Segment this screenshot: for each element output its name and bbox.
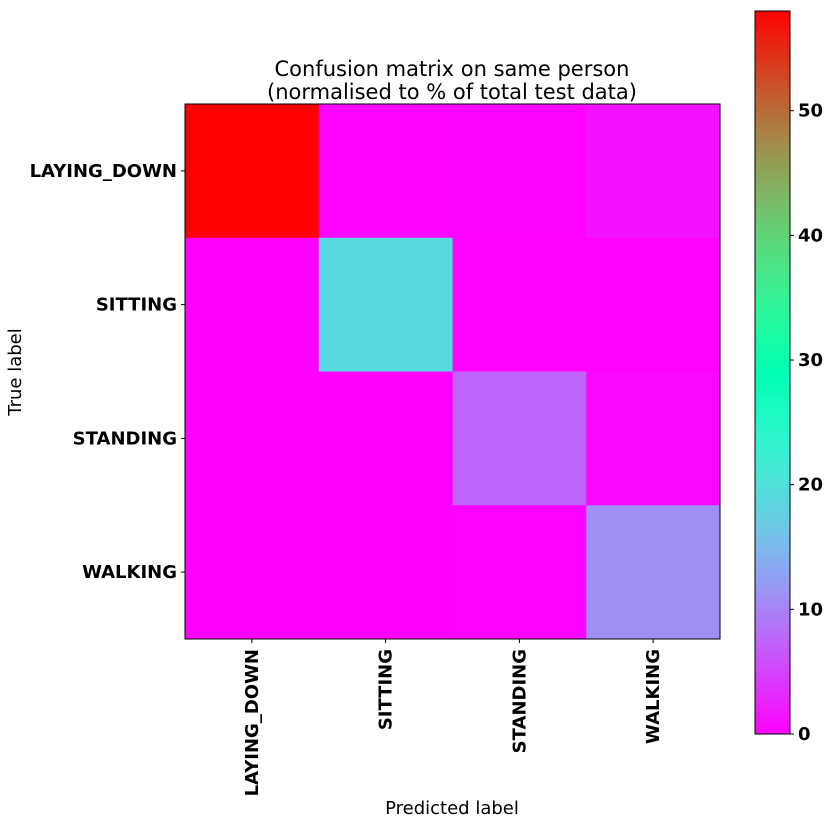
heatmap-cells [185, 104, 721, 640]
heatmap-cell [452, 505, 587, 640]
heatmap-cell [586, 371, 721, 506]
colorbar-tick-label: 40 [798, 225, 823, 246]
heatmap-cell [185, 104, 320, 239]
colorbar-tick-label: 30 [798, 350, 823, 371]
heatmap-cell [586, 237, 721, 372]
colorbar-tick-label: 20 [798, 475, 823, 496]
plot-frame [184, 103, 721, 640]
colorbar-tick-label: 50 [798, 101, 823, 122]
x-tick-labels: LAYING_DOWN SITTING STANDING WALKING [242, 639, 664, 796]
x-axis-label: Predicted label [385, 798, 519, 819]
heatmap-cell [452, 371, 587, 506]
x-tick-label: SITTING [376, 649, 397, 730]
x-tick-label: WALKING [643, 649, 664, 744]
x-tick-label: STANDING [509, 649, 530, 753]
colorbar-ticks: 0 10 20 30 40 50 [790, 101, 823, 745]
chart-title-line-2: (normalised to % of total test data) [267, 80, 637, 104]
y-tick-label: STANDING [73, 428, 177, 449]
y-tick-label: SITTING [96, 295, 177, 316]
heatmap-cell [318, 104, 453, 239]
heatmap-cell [185, 371, 320, 506]
colorbar-tick-label: 0 [798, 724, 811, 745]
heatmap-cell [452, 237, 587, 372]
heatmap-cell [185, 237, 320, 372]
heatmap-cell [318, 371, 453, 506]
heatmap-cell [452, 104, 587, 239]
heatmap-cell [318, 237, 453, 372]
x-tick-label: LAYING_DOWN [242, 649, 263, 796]
y-tick-label: LAYING_DOWN [30, 161, 177, 182]
y-tick-label: WALKING [82, 562, 177, 583]
y-axis-label: True label [5, 328, 26, 417]
y-tick-labels: LAYING_DOWN SITTING STANDING WALKING [30, 161, 185, 583]
colorbar [754, 10, 791, 735]
heatmap-cell [586, 505, 721, 640]
chart-title-line-1: Confusion matrix on same person [275, 57, 630, 81]
heatmap-cell [586, 104, 721, 239]
heatmap-cell [185, 505, 320, 640]
colorbar-tick-label: 10 [798, 599, 823, 620]
heatmap-cell [318, 505, 453, 640]
